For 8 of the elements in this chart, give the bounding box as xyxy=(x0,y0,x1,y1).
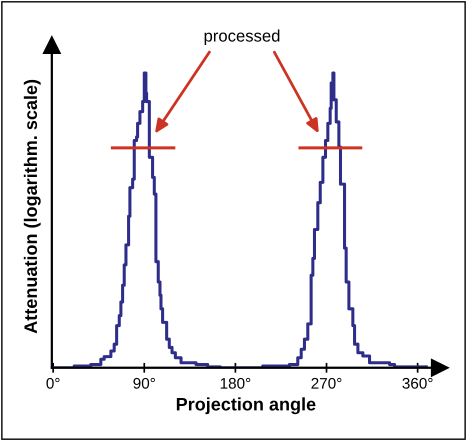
x-tick-label: 360° xyxy=(402,378,433,389)
x-tick-label: 0° xyxy=(46,378,60,389)
x-tick-label: 180° xyxy=(220,378,250,389)
x-axis-title: Projection angle xyxy=(176,397,316,414)
x-tick-label: 90° xyxy=(133,378,155,389)
text: processed xyxy=(204,29,280,45)
x-tick-label: 270° xyxy=(311,378,342,389)
y-axis-title: Attenuation (logarithm. scale) xyxy=(24,80,41,334)
